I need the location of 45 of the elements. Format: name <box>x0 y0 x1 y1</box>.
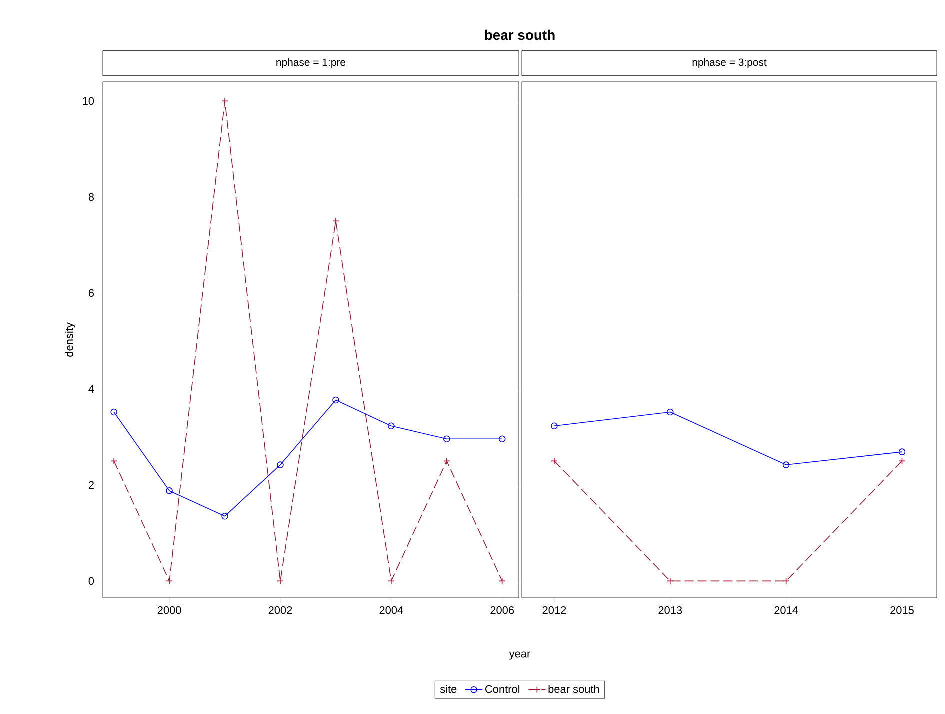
point <box>332 218 340 225</box>
x-tick-label: 2004 <box>380 606 404 614</box>
y-axis-title: density <box>65 322 76 357</box>
y-tick-label: 10 <box>83 97 94 106</box>
point <box>898 458 906 465</box>
point <box>782 462 790 468</box>
y-tick-label: 4 <box>88 385 94 393</box>
y-tick-label: 8 <box>88 193 94 202</box>
x-tick-label: 2012 <box>542 606 566 614</box>
point <box>222 513 228 520</box>
point <box>166 578 173 585</box>
point <box>666 408 674 416</box>
x-tick-label: 2006 <box>490 606 514 614</box>
y-tick-label: 0 <box>88 577 94 586</box>
point <box>277 462 284 468</box>
point <box>498 436 506 443</box>
y-tick-label: 6 <box>88 289 94 298</box>
point <box>551 458 558 465</box>
legend-label: bear south <box>548 685 600 694</box>
point <box>551 422 558 430</box>
x-tick-label: 2002 <box>268 606 292 614</box>
point <box>388 578 395 585</box>
x-tick-label: 2015 <box>890 606 914 614</box>
x-tick-label: 2000 <box>158 606 182 614</box>
chart-subtitle: nphase = 3:post <box>692 58 767 68</box>
legend-label: Control <box>486 685 520 694</box>
point <box>782 578 790 585</box>
point <box>110 458 118 465</box>
point <box>388 422 395 430</box>
x-tick-label: 2014 <box>774 606 798 614</box>
point <box>110 408 118 416</box>
legend-title: site <box>440 685 457 694</box>
x-tick-label: 2013 <box>658 606 682 614</box>
point <box>666 578 674 585</box>
point <box>332 396 340 404</box>
chart-subtitle: nphase = 1:pre <box>276 58 346 68</box>
point <box>898 448 906 456</box>
point <box>443 458 450 465</box>
x-axis-title: year <box>509 652 530 660</box>
y-tick-label: 2 <box>88 481 94 490</box>
point <box>498 578 506 585</box>
chart-title: bear south <box>485 30 555 40</box>
point <box>166 488 173 494</box>
point <box>222 98 228 105</box>
point <box>443 436 450 443</box>
